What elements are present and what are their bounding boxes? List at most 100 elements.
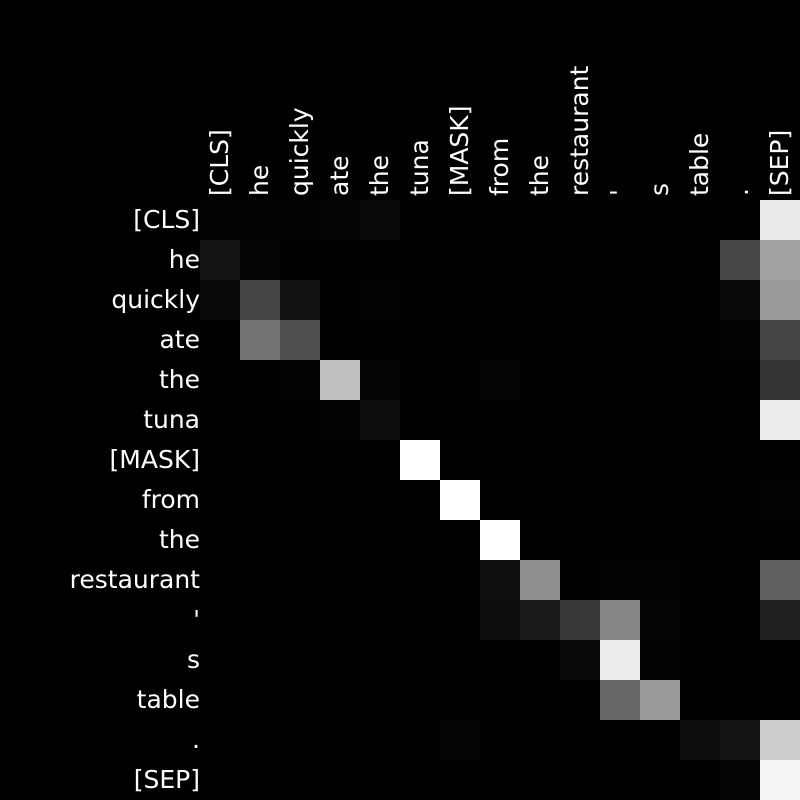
heatmap-cell <box>360 400 400 440</box>
heatmap-cell <box>280 320 320 360</box>
heatmap-cell <box>720 280 760 320</box>
heatmap-cell <box>320 680 360 720</box>
heatmap-cell <box>480 720 520 760</box>
row-label: [SEP] <box>133 765 200 794</box>
heatmap-cell <box>480 760 520 800</box>
heatmap-cell <box>640 720 680 760</box>
heatmap-cell <box>640 560 680 600</box>
heatmap-cell <box>240 360 280 400</box>
row-label: tuna <box>143 405 200 434</box>
heatmap-cell <box>640 240 680 280</box>
heatmap-cell <box>280 560 320 600</box>
heatmap-cell <box>480 320 520 360</box>
heatmap-cell <box>600 200 640 240</box>
heatmap-cell <box>720 640 760 680</box>
heatmap-cell <box>760 480 800 520</box>
heatmap-cell <box>360 200 400 240</box>
heatmap-cell <box>560 760 600 800</box>
column-label-text: the <box>525 154 554 196</box>
heatmap-cell <box>360 320 400 360</box>
heatmap-cell <box>440 720 480 760</box>
heatmap-cell <box>400 480 440 520</box>
heatmap-cell <box>520 440 560 480</box>
heatmap-cell <box>240 640 280 680</box>
heatmap-cell <box>480 240 520 280</box>
heatmap-cell <box>440 680 480 720</box>
heatmap-cell <box>600 760 640 800</box>
row-label: from <box>141 485 200 514</box>
heatmap-cell <box>320 720 360 760</box>
heatmap-cell <box>320 280 360 320</box>
heatmap-cell <box>360 440 400 480</box>
heatmap-cell <box>200 480 240 520</box>
heatmap-cell <box>240 320 280 360</box>
row-label: the <box>158 365 200 394</box>
heatmap-cell <box>600 720 640 760</box>
heatmap-cell <box>440 440 480 480</box>
heatmap-cell <box>720 200 760 240</box>
heatmap-cell <box>720 720 760 760</box>
heatmap-cell <box>680 720 720 760</box>
heatmap-cell <box>680 680 720 720</box>
heatmap-cell <box>200 200 240 240</box>
heatmap-cell <box>680 560 720 600</box>
heatmap-cell <box>560 200 600 240</box>
heatmap-cell <box>400 560 440 600</box>
heatmap-cell <box>240 240 280 280</box>
heatmap-cell <box>480 360 520 400</box>
heatmap-cell <box>680 320 720 360</box>
heatmap-cell <box>280 760 320 800</box>
heatmap-cell <box>320 520 360 560</box>
heatmap-cell <box>680 600 720 640</box>
heatmap-cell <box>440 240 480 280</box>
heatmap-cell <box>280 720 320 760</box>
heatmap-cell <box>400 520 440 560</box>
heatmap-cell <box>200 560 240 600</box>
heatmap-cell <box>520 280 560 320</box>
heatmap-cell <box>640 680 680 720</box>
heatmap-cell <box>480 200 520 240</box>
heatmap-cell <box>600 520 640 560</box>
heatmap-cell <box>240 480 280 520</box>
heatmap-cell <box>640 360 680 400</box>
heatmap-cell <box>520 720 560 760</box>
heatmap-cell <box>680 640 720 680</box>
heatmap-cell <box>280 240 320 280</box>
heatmap-cell <box>720 520 760 560</box>
heatmap-cell <box>360 600 400 640</box>
heatmap-cell <box>680 440 720 480</box>
heatmap-cell <box>480 480 520 520</box>
heatmap-cell <box>520 520 560 560</box>
heatmap-cell <box>440 520 480 560</box>
heatmap-cell <box>680 360 720 400</box>
heatmap-cell <box>280 400 320 440</box>
column-label-text: ' <box>605 189 634 196</box>
heatmap-cell <box>280 280 320 320</box>
row-label: the <box>158 525 200 554</box>
heatmap-cell <box>200 360 240 400</box>
heatmap-cell <box>600 280 640 320</box>
heatmap-cell <box>200 600 240 640</box>
heatmap-cell <box>280 480 320 520</box>
column-label-text: he <box>245 164 274 196</box>
heatmap-cell <box>360 560 400 600</box>
heatmap-cell <box>400 240 440 280</box>
heatmap-cell <box>640 200 680 240</box>
heatmap-cell <box>520 480 560 520</box>
heatmap-cell <box>720 480 760 520</box>
heatmap-cell <box>680 480 720 520</box>
heatmap-cell <box>320 480 360 520</box>
heatmap-cell <box>240 280 280 320</box>
heatmap-cell <box>560 640 600 680</box>
heatmap-cell <box>200 680 240 720</box>
heatmap-cell <box>560 520 600 560</box>
heatmap-cell <box>240 200 280 240</box>
heatmap-cell <box>600 360 640 400</box>
heatmap-cell <box>520 640 560 680</box>
heatmap-cell <box>440 280 480 320</box>
heatmap-cell <box>320 760 360 800</box>
heatmap-cell <box>280 440 320 480</box>
heatmap-cell <box>640 440 680 480</box>
heatmap-cell <box>760 280 800 320</box>
heatmap-cell <box>600 640 640 680</box>
